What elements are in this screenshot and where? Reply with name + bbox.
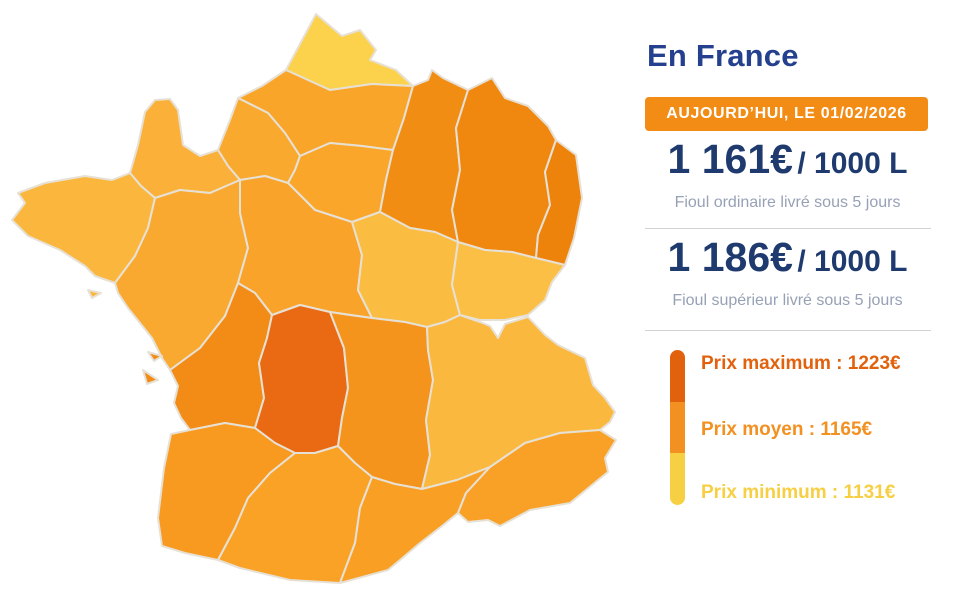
legend-price-mean: Prix moyen : 1165€ xyxy=(701,419,872,441)
legend-price-minimum: Prix minimum : 1131€ xyxy=(701,482,895,504)
region-limousin[interactable] xyxy=(254,304,349,454)
scale-segment-mean xyxy=(670,401,685,454)
region-rhone-alpes[interactable] xyxy=(421,314,616,490)
section-divider xyxy=(645,228,931,229)
belle-ile-island xyxy=(87,289,102,299)
price-ordinary-amount: 1 161€ xyxy=(667,136,793,182)
price-block-superior: 1 186€ / 1000 L Fioul supérieur livré so… xyxy=(640,234,935,310)
legend-value: 1165€ xyxy=(820,419,873,440)
price-ordinary-unit: / 1000 L xyxy=(797,147,908,180)
price-superior-description: Fioul supérieur livré sous 5 jours xyxy=(672,292,903,309)
region-provence-alpes-cote-d-azur[interactable] xyxy=(457,429,617,527)
ile-oleron-island xyxy=(142,369,159,385)
price-ordinary-description: Fioul ordinaire livré sous 5 jours xyxy=(674,194,901,211)
price-line: 1 161€ / 1000 L xyxy=(640,136,935,192)
legend-label-text: Prix moyen : xyxy=(701,419,816,440)
legend-label-text: Prix maximum : xyxy=(701,353,843,374)
scale-segment-min xyxy=(670,453,685,505)
page-title: En France xyxy=(647,38,799,73)
legend-value: 1223€ xyxy=(847,353,901,374)
legend-price-maximum: Prix maximum : 1223€ xyxy=(701,353,901,375)
price-scale-bar xyxy=(670,350,685,505)
region-languedoc-roussillon[interactable] xyxy=(339,466,491,584)
price-block-ordinary: 1 161€ / 1000 L Fioul ordinaire livré so… xyxy=(640,136,935,212)
scale-segment-max xyxy=(670,350,685,402)
date-banner: AUJOURD’HUI, LE 01/02/2026 xyxy=(645,97,928,131)
france-map xyxy=(11,13,617,584)
section-divider xyxy=(645,330,931,331)
price-line: 1 186€ / 1000 L xyxy=(640,234,935,290)
ile-de-re-island xyxy=(147,351,163,362)
legend-label-text: Prix minimum : xyxy=(701,482,839,503)
price-superior-amount: 1 186€ xyxy=(667,234,793,280)
legend-value: 1131€ xyxy=(843,482,896,503)
price-superior-unit: / 1000 L xyxy=(797,245,908,278)
